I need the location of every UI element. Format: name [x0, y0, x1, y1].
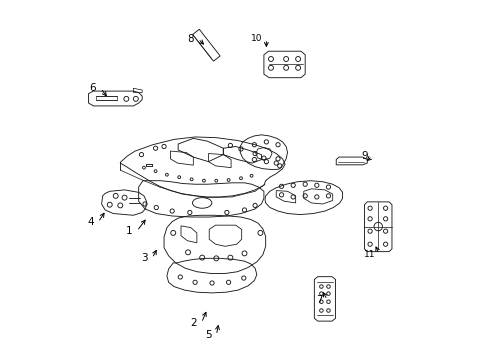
Text: 11: 11 — [363, 249, 374, 258]
Text: 7: 7 — [316, 295, 323, 305]
Text: 8: 8 — [187, 34, 193, 44]
Text: 3: 3 — [141, 253, 147, 263]
Text: 1: 1 — [126, 226, 132, 236]
Text: 4: 4 — [87, 217, 94, 227]
Text: 10: 10 — [250, 34, 262, 43]
Text: 9: 9 — [361, 151, 367, 161]
Text: 2: 2 — [190, 318, 197, 328]
Text: 5: 5 — [205, 330, 212, 340]
Text: 6: 6 — [89, 83, 96, 93]
